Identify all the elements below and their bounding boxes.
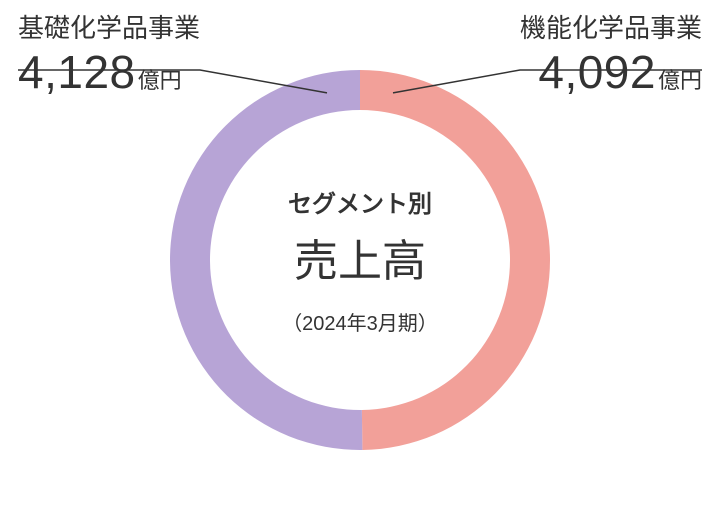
- callout-functional: 機能化学品事業 4,092 億円: [520, 8, 702, 99]
- chart-stage: セグメント別 売上高 （2024年3月期） 基礎化学品事業 4,128 億円 機…: [0, 0, 720, 520]
- callout-basic: 基礎化学品事業 4,128 億円: [18, 8, 200, 99]
- segment-value-basic: 4,128 億円: [18, 45, 200, 99]
- segment-value-functional: 4,092 億円: [520, 45, 702, 99]
- segment-name-basic: 基礎化学品事業: [18, 8, 200, 45]
- segment-number-functional: 4,092: [538, 45, 656, 99]
- donut-slice-functional: [360, 70, 550, 450]
- segment-unit-basic: 億円: [138, 63, 182, 95]
- donut-slice-basic: [170, 70, 362, 450]
- segment-name-functional: 機能化学品事業: [520, 8, 702, 45]
- donut-container: [170, 70, 550, 450]
- segment-number-basic: 4,128: [18, 45, 136, 99]
- segment-unit-functional: 億円: [658, 63, 702, 95]
- donut-chart: [170, 70, 550, 450]
